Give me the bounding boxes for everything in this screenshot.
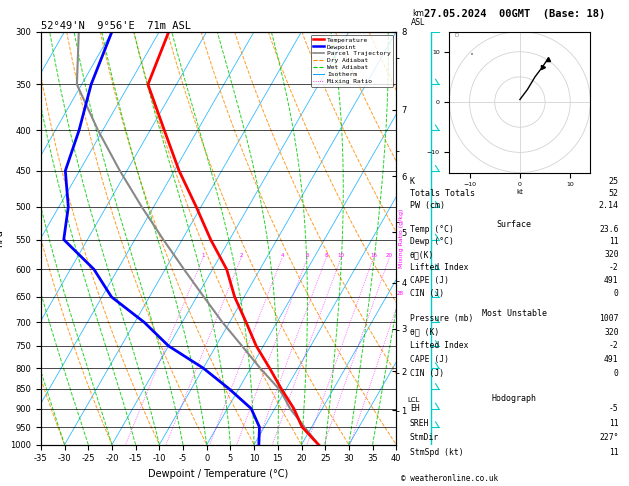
Text: CIN (J): CIN (J) (409, 289, 444, 298)
Text: km
ASL: km ASL (411, 9, 425, 27)
Text: 6: 6 (306, 253, 309, 258)
Text: 227°: 227° (599, 433, 619, 442)
Text: Lifted Index: Lifted Index (409, 263, 468, 272)
Text: 8: 8 (325, 253, 328, 258)
X-axis label: Dewpoint / Temperature (°C): Dewpoint / Temperature (°C) (148, 469, 289, 479)
Text: StmSpd (kt): StmSpd (kt) (409, 448, 464, 457)
Text: 10: 10 (338, 253, 345, 258)
Text: StmDir: StmDir (409, 433, 439, 442)
Text: -5: -5 (609, 404, 619, 413)
Legend: Temperature, Dewpoint, Parcel Trajectory, Dry Adiabat, Wet Adiabat, Isotherm, Mi: Temperature, Dewpoint, Parcel Trajectory… (311, 35, 393, 87)
Text: 1: 1 (201, 253, 204, 258)
Text: Hodograph: Hodograph (492, 394, 537, 402)
Text: 2: 2 (240, 253, 243, 258)
Text: © weatheronline.co.uk: © weatheronline.co.uk (401, 474, 498, 483)
Text: LCL: LCL (407, 397, 420, 403)
Text: 0: 0 (614, 289, 619, 298)
Text: 28: 28 (397, 292, 404, 296)
Text: Dewp (°C): Dewp (°C) (409, 238, 454, 246)
Text: Totals Totals: Totals Totals (409, 189, 475, 198)
Text: K: K (409, 177, 415, 186)
Text: CAPE (J): CAPE (J) (409, 355, 448, 364)
Y-axis label: hPa: hPa (0, 229, 4, 247)
Text: Temp (°C): Temp (°C) (409, 225, 454, 234)
Text: -2: -2 (609, 263, 619, 272)
Text: 320: 320 (604, 328, 619, 336)
Text: 2.14: 2.14 (599, 201, 619, 210)
X-axis label: kt: kt (516, 189, 523, 194)
Text: -2: -2 (609, 342, 619, 350)
Text: 16: 16 (370, 253, 377, 258)
Text: 20: 20 (386, 253, 393, 258)
Text: 11: 11 (609, 448, 619, 457)
Text: 23.6: 23.6 (599, 225, 619, 234)
Text: CAPE (J): CAPE (J) (409, 276, 448, 285)
Text: 11: 11 (609, 238, 619, 246)
Text: 320: 320 (604, 250, 619, 260)
Text: CIN (J): CIN (J) (409, 369, 444, 378)
Text: 4: 4 (281, 253, 284, 258)
Text: θᴇ (K): θᴇ (K) (409, 328, 439, 336)
Text: SREH: SREH (409, 418, 429, 428)
Text: EH: EH (409, 404, 420, 413)
Text: 52°49'N  9°56'E  71m ASL: 52°49'N 9°56'E 71m ASL (41, 21, 191, 31)
Text: 0: 0 (614, 369, 619, 378)
Text: 25: 25 (609, 177, 619, 186)
Text: PW (cm): PW (cm) (409, 201, 445, 210)
Text: Pressure (mb): Pressure (mb) (409, 313, 473, 323)
Text: 27.05.2024  00GMT  (Base: 18): 27.05.2024 00GMT (Base: 18) (423, 9, 605, 19)
Text: 11: 11 (609, 418, 619, 428)
Text: Surface: Surface (497, 220, 532, 229)
Text: D: D (454, 33, 459, 37)
Text: 491: 491 (604, 355, 619, 364)
Text: •: • (470, 52, 474, 58)
Text: Mixing Ratio (g/kg): Mixing Ratio (g/kg) (399, 208, 404, 268)
Text: 1007: 1007 (599, 313, 619, 323)
Text: θᴇ(K): θᴇ(K) (409, 250, 434, 260)
Text: Most Unstable: Most Unstable (482, 310, 547, 318)
Text: Lifted Index: Lifted Index (409, 342, 468, 350)
Text: 52: 52 (609, 189, 619, 198)
Text: 491: 491 (604, 276, 619, 285)
